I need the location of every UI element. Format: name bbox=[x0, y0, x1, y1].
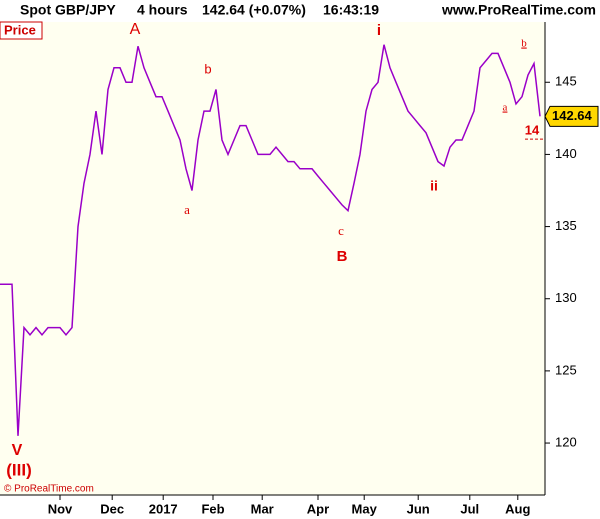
x-tick-label: Jul bbox=[460, 501, 479, 516]
x-tick-label: Mar bbox=[251, 501, 274, 516]
copyright: © ProRealTime.com bbox=[4, 484, 94, 495]
wave-label: (III) bbox=[6, 460, 32, 479]
x-tick-label: 2017 bbox=[149, 501, 178, 516]
panel-label: Price bbox=[4, 22, 36, 37]
wave-label: 14 bbox=[525, 122, 540, 137]
wave-label: B bbox=[337, 248, 348, 265]
price-line bbox=[0, 44, 541, 436]
y-tick-label: 145 bbox=[555, 74, 577, 89]
y-tick-label: 135 bbox=[555, 218, 577, 233]
wave-label: c bbox=[338, 223, 344, 238]
price-tag-label: 142.64 bbox=[552, 108, 593, 123]
price-tag bbox=[544, 105, 599, 127]
quote: 142.64 (+0.07%) bbox=[202, 2, 306, 18]
wave-label: ii bbox=[430, 178, 438, 194]
site: www.ProRealTime.com bbox=[441, 2, 596, 18]
wave-label: a bbox=[503, 102, 508, 114]
y-tick-label: 130 bbox=[555, 290, 577, 305]
x-tick-label: Jun bbox=[407, 501, 430, 516]
panel-label-box bbox=[0, 21, 43, 40]
x-tick-label: Nov bbox=[48, 501, 73, 516]
y-tick-label: 120 bbox=[555, 434, 577, 449]
x-tick-label: Feb bbox=[201, 501, 224, 516]
wave-label: a bbox=[184, 202, 190, 217]
wave-label: A bbox=[130, 21, 141, 38]
x-tick-label: Apr bbox=[307, 501, 329, 516]
x-tick-label: Dec bbox=[100, 501, 124, 516]
y-tick-label: 140 bbox=[555, 146, 577, 161]
wave-label: i bbox=[377, 22, 381, 39]
timeframe: 4 hours bbox=[137, 2, 188, 18]
instrument: Spot GBP/JPY bbox=[20, 2, 116, 18]
time: 16:43:19 bbox=[323, 2, 379, 18]
x-tick-label: Aug bbox=[505, 501, 530, 516]
y-tick-label: 125 bbox=[555, 362, 577, 377]
wave-label: V bbox=[12, 442, 23, 459]
plot-area bbox=[0, 22, 545, 495]
wave-label: b bbox=[521, 38, 527, 50]
wave-label: b bbox=[204, 61, 211, 76]
x-tick-label: May bbox=[352, 501, 378, 516]
